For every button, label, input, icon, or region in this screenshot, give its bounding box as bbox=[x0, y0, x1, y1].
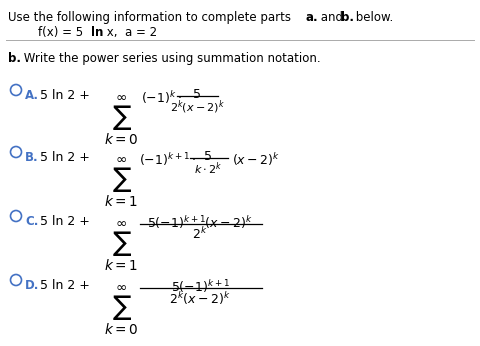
Text: 5 ln 2 +: 5 ln 2 + bbox=[40, 151, 94, 164]
Text: A.: A. bbox=[25, 89, 39, 102]
Text: $2^k(x-2)^k$: $2^k(x-2)^k$ bbox=[169, 290, 231, 307]
Text: x,  a = 2: x, a = 2 bbox=[103, 26, 157, 39]
Text: 5 ln 2 +: 5 ln 2 + bbox=[40, 279, 94, 292]
Text: D.: D. bbox=[25, 279, 39, 292]
Text: 5 ln 2 +: 5 ln 2 + bbox=[40, 215, 94, 228]
Text: $5(-1)^{k+1}$: $5(-1)^{k+1}$ bbox=[170, 278, 229, 295]
Text: $k \cdot 2^k$: $k \cdot 2^k$ bbox=[194, 160, 222, 176]
Text: Write the power series using summation notation.: Write the power series using summation n… bbox=[20, 52, 321, 65]
Text: Use the following information to complete parts: Use the following information to complet… bbox=[8, 11, 295, 24]
Text: $5(-1)^{k+1}(x-2)^k$: $5(-1)^{k+1}(x-2)^k$ bbox=[147, 214, 253, 231]
Text: b.: b. bbox=[8, 52, 21, 65]
Text: 5: 5 bbox=[193, 88, 201, 101]
Text: C.: C. bbox=[25, 215, 38, 228]
Text: $2^k$: $2^k$ bbox=[192, 226, 208, 242]
Text: $(-1)^k \cdot$: $(-1)^k \cdot$ bbox=[141, 89, 182, 106]
Text: and: and bbox=[317, 11, 347, 24]
Text: $\sum_{k=0}^{\infty}$: $\sum_{k=0}^{\infty}$ bbox=[104, 283, 138, 337]
Text: $(-1)^{k+1} \cdot$: $(-1)^{k+1} \cdot$ bbox=[139, 151, 196, 168]
Text: f(x) = 5: f(x) = 5 bbox=[38, 26, 87, 39]
Text: $\sum_{k=1}^{\infty}$: $\sum_{k=1}^{\infty}$ bbox=[104, 219, 138, 273]
Text: $2^k(x-2)^k$: $2^k(x-2)^k$ bbox=[169, 98, 225, 116]
Text: $\sum_{k=1}^{\infty}$: $\sum_{k=1}^{\infty}$ bbox=[104, 155, 138, 209]
Text: a.: a. bbox=[306, 11, 319, 24]
Text: $(x-2)^k$: $(x-2)^k$ bbox=[232, 151, 280, 168]
Text: 5 ln 2 +: 5 ln 2 + bbox=[40, 89, 94, 102]
Text: below.: below. bbox=[352, 11, 393, 24]
Text: 5: 5 bbox=[204, 150, 212, 163]
Text: b.: b. bbox=[341, 11, 354, 24]
Text: $\sum_{k=0}^{\infty}$: $\sum_{k=0}^{\infty}$ bbox=[104, 93, 138, 147]
Text: B.: B. bbox=[25, 151, 38, 164]
Text: ln: ln bbox=[91, 26, 103, 39]
